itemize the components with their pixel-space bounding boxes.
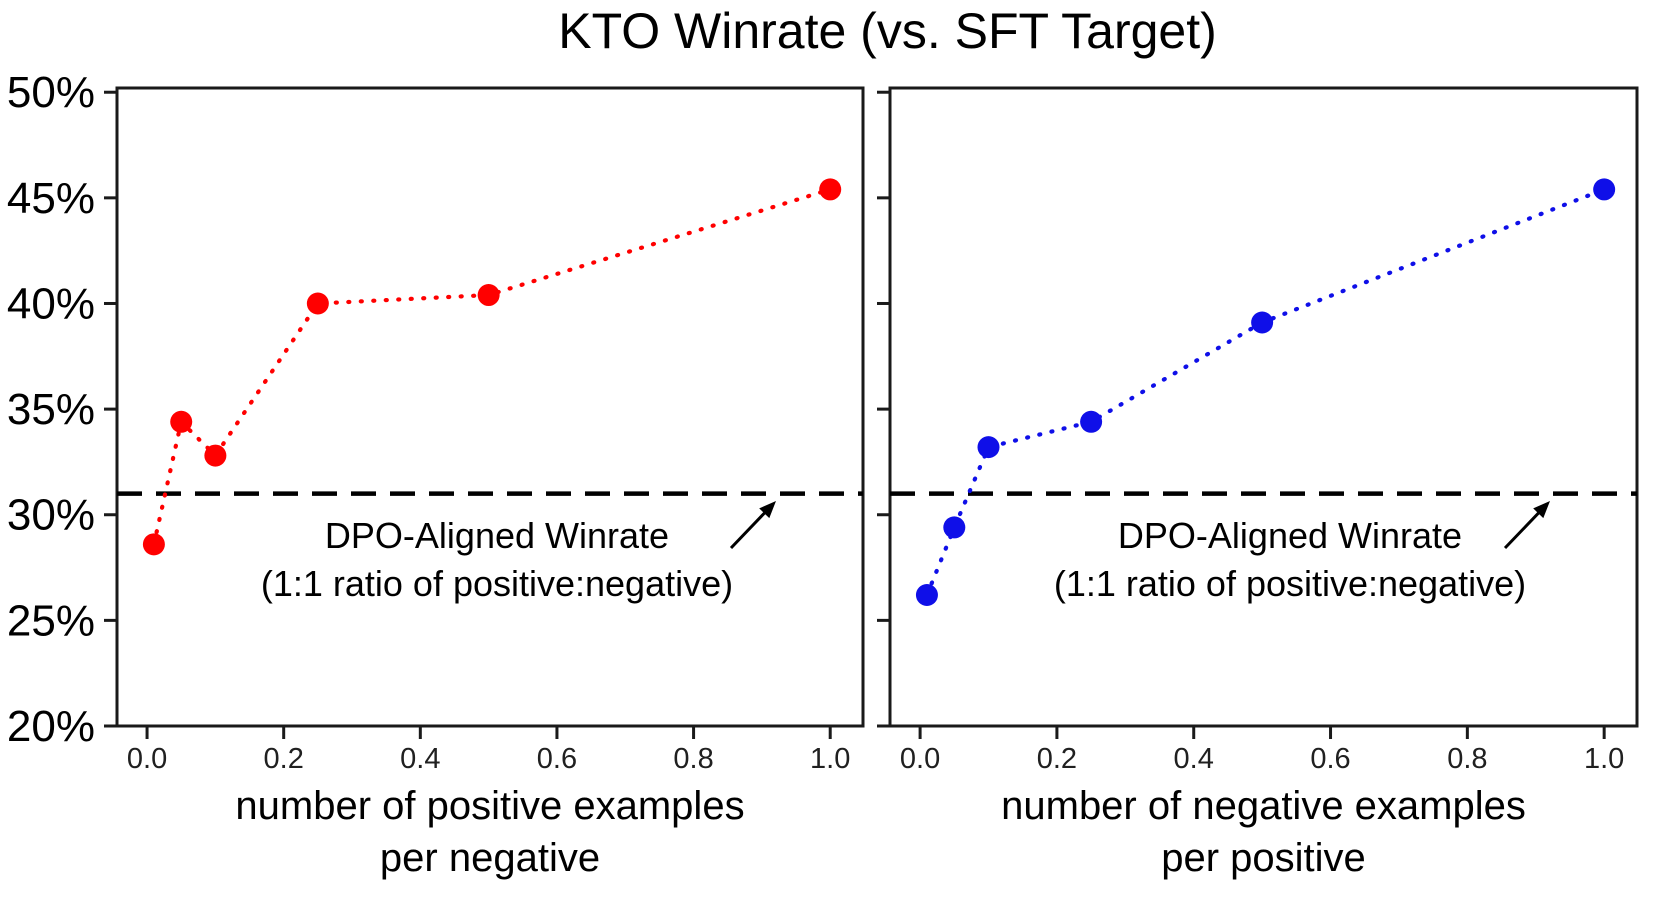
data-point-left xyxy=(142,533,165,556)
data-point-right xyxy=(1251,311,1274,334)
data-point-left xyxy=(819,178,842,201)
annotation-line1: DPO-Aligned Winrate xyxy=(1117,515,1463,556)
x-tick-label: 0.2 xyxy=(1037,743,1077,775)
y-tick-label: 25% xyxy=(7,596,95,645)
x-tick-label: 0.2 xyxy=(264,743,304,775)
y-tick-label: 30% xyxy=(7,491,95,540)
x-axis-label-line2: per negative xyxy=(379,836,601,880)
annotation-line2: (1:1 ratio of positive:negative) xyxy=(1053,563,1527,604)
data-point-right xyxy=(1593,178,1616,201)
chart-title: KTO Winrate (vs. SFT Target) xyxy=(558,3,1217,59)
x-tick-label: 0.0 xyxy=(900,743,940,775)
x-tick-label: 0.0 xyxy=(127,743,167,775)
x-tick-label: 0.4 xyxy=(1174,743,1214,775)
data-point-right xyxy=(977,436,1000,459)
y-tick-label: 50% xyxy=(7,68,95,117)
annotation-arrowhead-icon xyxy=(759,501,776,519)
y-tick-label: 35% xyxy=(7,385,95,434)
y-tick-label: 20% xyxy=(7,702,95,751)
x-tick-label: 0.4 xyxy=(400,743,440,775)
x-tick-label: 0.8 xyxy=(1447,743,1487,775)
x-axis-label-line1: number of positive examples xyxy=(235,784,745,828)
series-line-left xyxy=(151,187,833,547)
x-tick-label: 1.0 xyxy=(1584,743,1624,775)
series-line-right xyxy=(924,187,1607,598)
y-tick-label: 45% xyxy=(7,174,95,223)
data-point-left xyxy=(204,444,227,467)
data-point-left xyxy=(306,292,329,315)
data-point-right xyxy=(915,584,938,607)
annotation-arrow-line xyxy=(729,507,771,550)
x-tick-label: 1.0 xyxy=(810,743,850,775)
x-axis-label-right: number of negative examples per positive xyxy=(890,780,1637,884)
annotation-line1: DPO-Aligned Winrate xyxy=(324,515,670,556)
x-axis-label-line1: number of negative examples xyxy=(1001,784,1526,828)
y-tick-label: 40% xyxy=(7,279,95,328)
x-tick-label: 0.6 xyxy=(1310,743,1350,775)
x-tick-label: 0.8 xyxy=(673,743,713,775)
x-axis-label-left: number of positive examples per negative xyxy=(117,780,863,884)
data-point-left xyxy=(170,410,193,433)
annotation-arrowhead-icon xyxy=(1533,501,1550,519)
x-axis-label-line2: per positive xyxy=(1161,836,1366,880)
data-point-right xyxy=(943,516,966,539)
dpo-annotation-left: DPO-Aligned Winrate (1:1 ratio of positi… xyxy=(127,512,867,608)
data-point-right xyxy=(1080,410,1103,433)
x-tick-label: 0.6 xyxy=(537,743,577,775)
data-point-left xyxy=(477,284,500,307)
annotation-arrow-line xyxy=(1503,507,1545,550)
dpo-annotation-right: DPO-Aligned Winrate (1:1 ratio of positi… xyxy=(915,512,1658,608)
panel-border-left xyxy=(115,86,865,728)
panel-border-right xyxy=(888,86,1639,728)
annotation-line2: (1:1 ratio of positive:negative) xyxy=(260,563,734,604)
